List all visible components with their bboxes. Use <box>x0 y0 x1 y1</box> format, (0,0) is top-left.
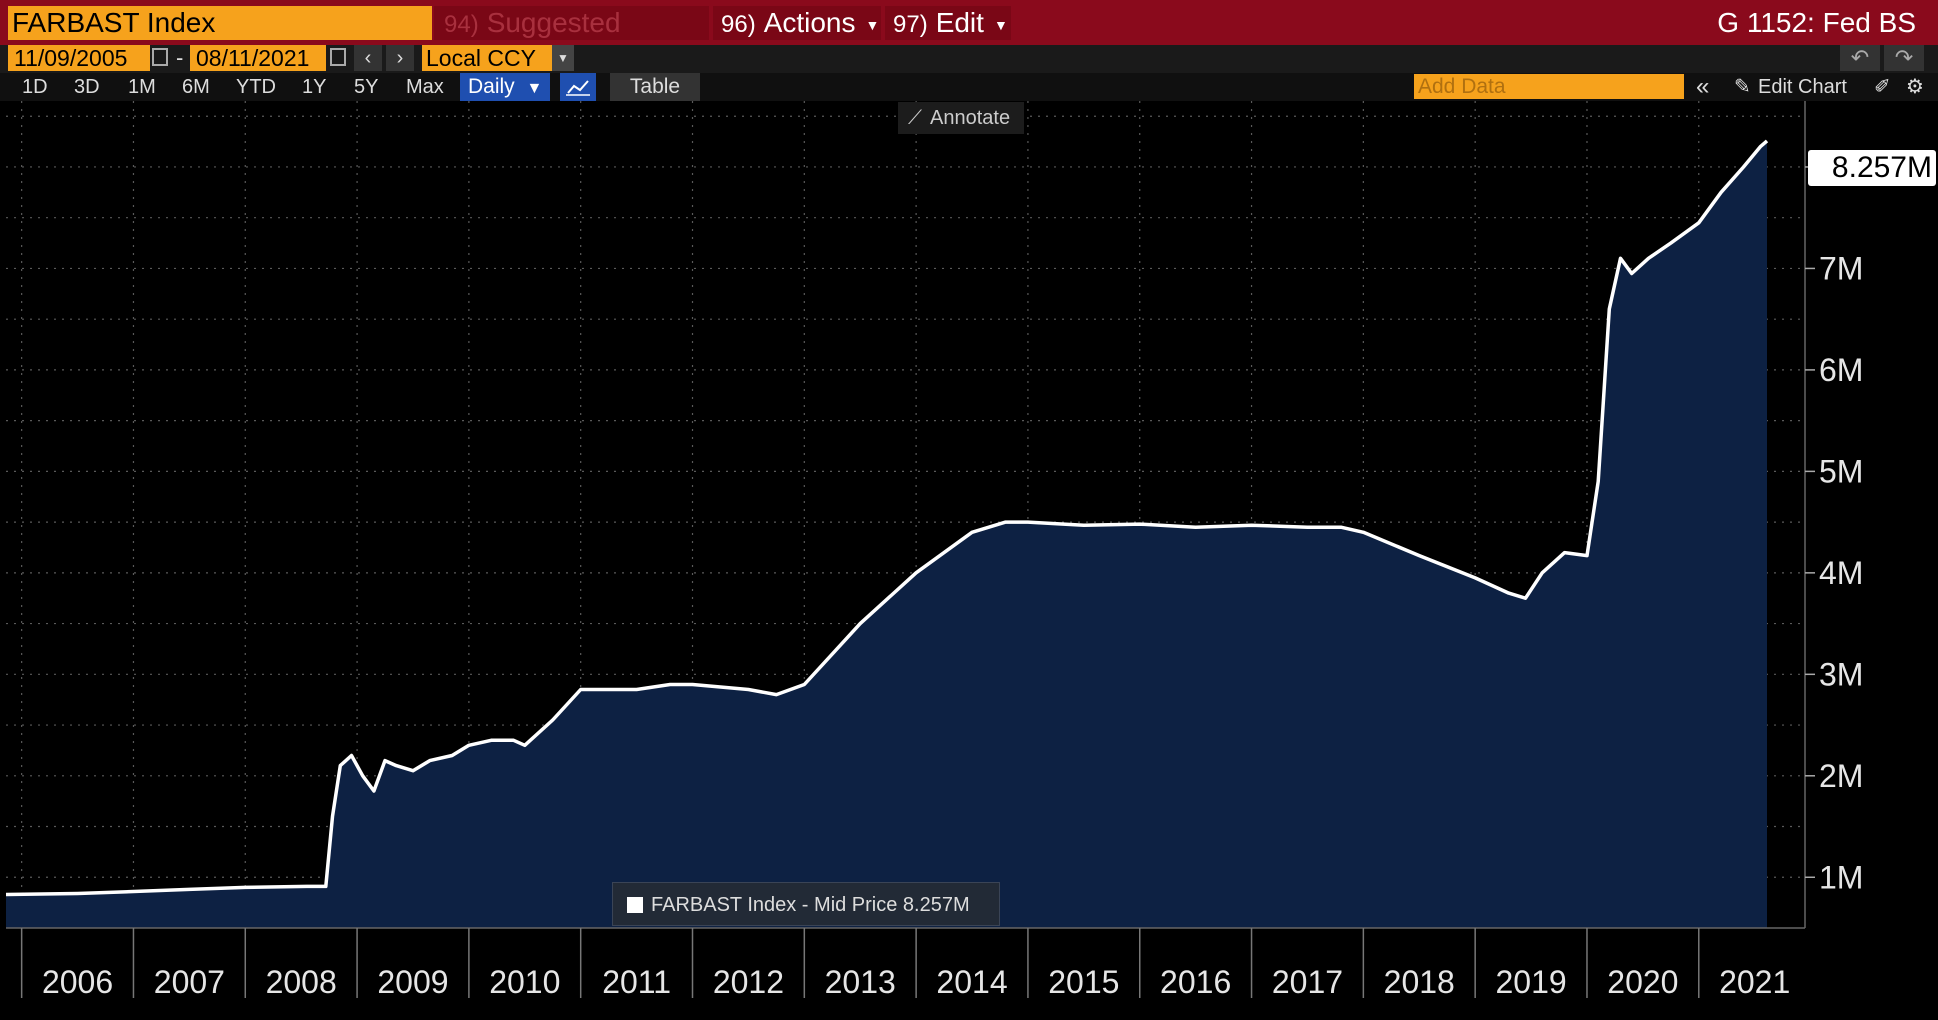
range-1d[interactable]: 1D <box>22 76 48 98</box>
suggested-charts-number: 94) <box>444 11 479 38</box>
legend-swatch <box>627 897 643 913</box>
y-tick-label: 6M <box>1819 352 1863 388</box>
next-period-icon[interactable]: › <box>386 45 414 71</box>
range-1y[interactable]: 1Y <box>302 76 327 98</box>
undo-icon[interactable]: ↶ <box>1840 45 1880 71</box>
annotation-edit-icon[interactable]: ✐ <box>1874 76 1891 98</box>
pencil-icon[interactable]: ✎ <box>1734 76 1751 98</box>
end-calendar-icon[interactable] <box>330 48 346 66</box>
frequency-label: Daily <box>468 75 515 98</box>
title-bar: FARBAST Index 94)Suggested Charts 96) Act… <box>0 0 1938 74</box>
y-tick-label: 1M <box>1819 859 1863 895</box>
y-tick-label: 3M <box>1819 656 1863 692</box>
x-tick-label: 2012 <box>713 964 784 1000</box>
edit-menu[interactable]: 97) Edit ▼ <box>885 6 1011 40</box>
x-tick-label: 2020 <box>1607 964 1678 1000</box>
collapse-icon[interactable]: « <box>1696 73 1710 100</box>
y-tick-label: 2M <box>1819 758 1863 794</box>
actions-number: 96) <box>721 11 756 38</box>
y-tick-label: 5M <box>1819 453 1863 489</box>
range-3d[interactable]: 3D <box>74 76 100 98</box>
x-tick-label: 2017 <box>1272 964 1343 1000</box>
annotate-button[interactable]: ⟋ Annotate <box>898 102 1024 134</box>
annotate-label: Annotate <box>930 107 1011 129</box>
x-tick-label: 2009 <box>377 964 448 1000</box>
x-tick-label: 2021 <box>1719 964 1790 1000</box>
end-date-input[interactable]: 08/11/2021 <box>190 45 326 71</box>
frequency-caret-icon: ▼ <box>526 80 543 97</box>
edit-chart-button[interactable]: Edit Chart <box>1758 76 1847 98</box>
edit-label: Edit <box>935 7 984 38</box>
series-line <box>5 139 1769 897</box>
table-button[interactable]: Table <box>610 73 700 101</box>
range-ytd[interactable]: YTD <box>236 76 276 98</box>
x-tick-label: 2018 <box>1384 964 1455 1000</box>
redo-icon[interactable]: ↷ <box>1884 45 1924 71</box>
y-tick-label: 7M <box>1819 250 1863 286</box>
range-max[interactable]: Max <box>406 76 444 98</box>
actions-label: Actions <box>763 7 856 38</box>
series-area-fill <box>6 140 1767 928</box>
x-tick-label: 2011 <box>602 964 671 1000</box>
suggested-charts-menu[interactable]: 94)Suggested Charts <box>434 6 709 74</box>
currency-dropdown-icon[interactable]: ▼ <box>552 45 574 71</box>
chart-area[interactable]: 1M2M3M4M5M6M7M8M 20062007200820092010201… <box>0 101 1938 1020</box>
range-1m[interactable]: 1M <box>128 76 156 98</box>
range-5y[interactable]: 5Y <box>354 76 379 98</box>
date-bar: 11/09/2005 - 08/11/2021 ‹ › Local CCY ▼ … <box>0 45 1938 73</box>
x-tick-label: 2007 <box>154 964 225 1000</box>
x-tick-label: 2019 <box>1495 964 1566 1000</box>
x-tick-label: 2006 <box>42 964 113 1000</box>
x-tick-label: 2013 <box>825 964 896 1000</box>
x-tick-label: 2015 <box>1048 964 1119 1000</box>
y-tick-label: 4M <box>1819 555 1863 591</box>
chart-toolbar: 1D 3D 1M 6M YTD 1Y 5Y Max Daily ▼ Table … <box>0 73 1938 101</box>
annotate-pencil-icon: ⟋ <box>908 107 922 129</box>
x-tick-label: 2008 <box>266 964 337 1000</box>
chart-legend: FARBAST Index - Mid Price 8.257M <box>612 882 1000 926</box>
range-6m[interactable]: 6M <box>182 76 210 98</box>
x-tick-label: 2014 <box>936 964 1007 1000</box>
currency-select[interactable]: Local CCY <box>422 45 552 71</box>
frequency-select[interactable]: Daily ▼ <box>460 73 550 101</box>
edit-number: 97) <box>893 11 928 38</box>
legend-text: FARBAST Index - Mid Price 8.257M <box>651 894 970 916</box>
date-separator: - <box>176 45 184 70</box>
start-calendar-icon[interactable] <box>152 48 168 66</box>
actions-caret-icon: ▼ <box>865 16 880 33</box>
ticker-field[interactable]: FARBAST Index <box>8 6 432 40</box>
actions-menu[interactable]: 96) Actions ▼ <box>713 6 881 40</box>
line-chart-icon[interactable] <box>560 73 596 101</box>
x-tick-label: 2016 <box>1160 964 1231 1000</box>
prev-period-icon[interactable]: ‹ <box>354 45 382 71</box>
x-tick-label: 2010 <box>489 964 560 1000</box>
start-date-input[interactable]: 11/09/2005 <box>8 45 150 71</box>
screen-title: G 1152: Fed BS <box>1717 7 1916 38</box>
last-value-label: 8.257M <box>1808 150 1936 186</box>
settings-gear-icon[interactable]: ⚙ <box>1906 76 1924 98</box>
edit-caret-icon: ▼ <box>993 16 1008 33</box>
add-data-input[interactable]: Add Data <box>1414 74 1684 99</box>
